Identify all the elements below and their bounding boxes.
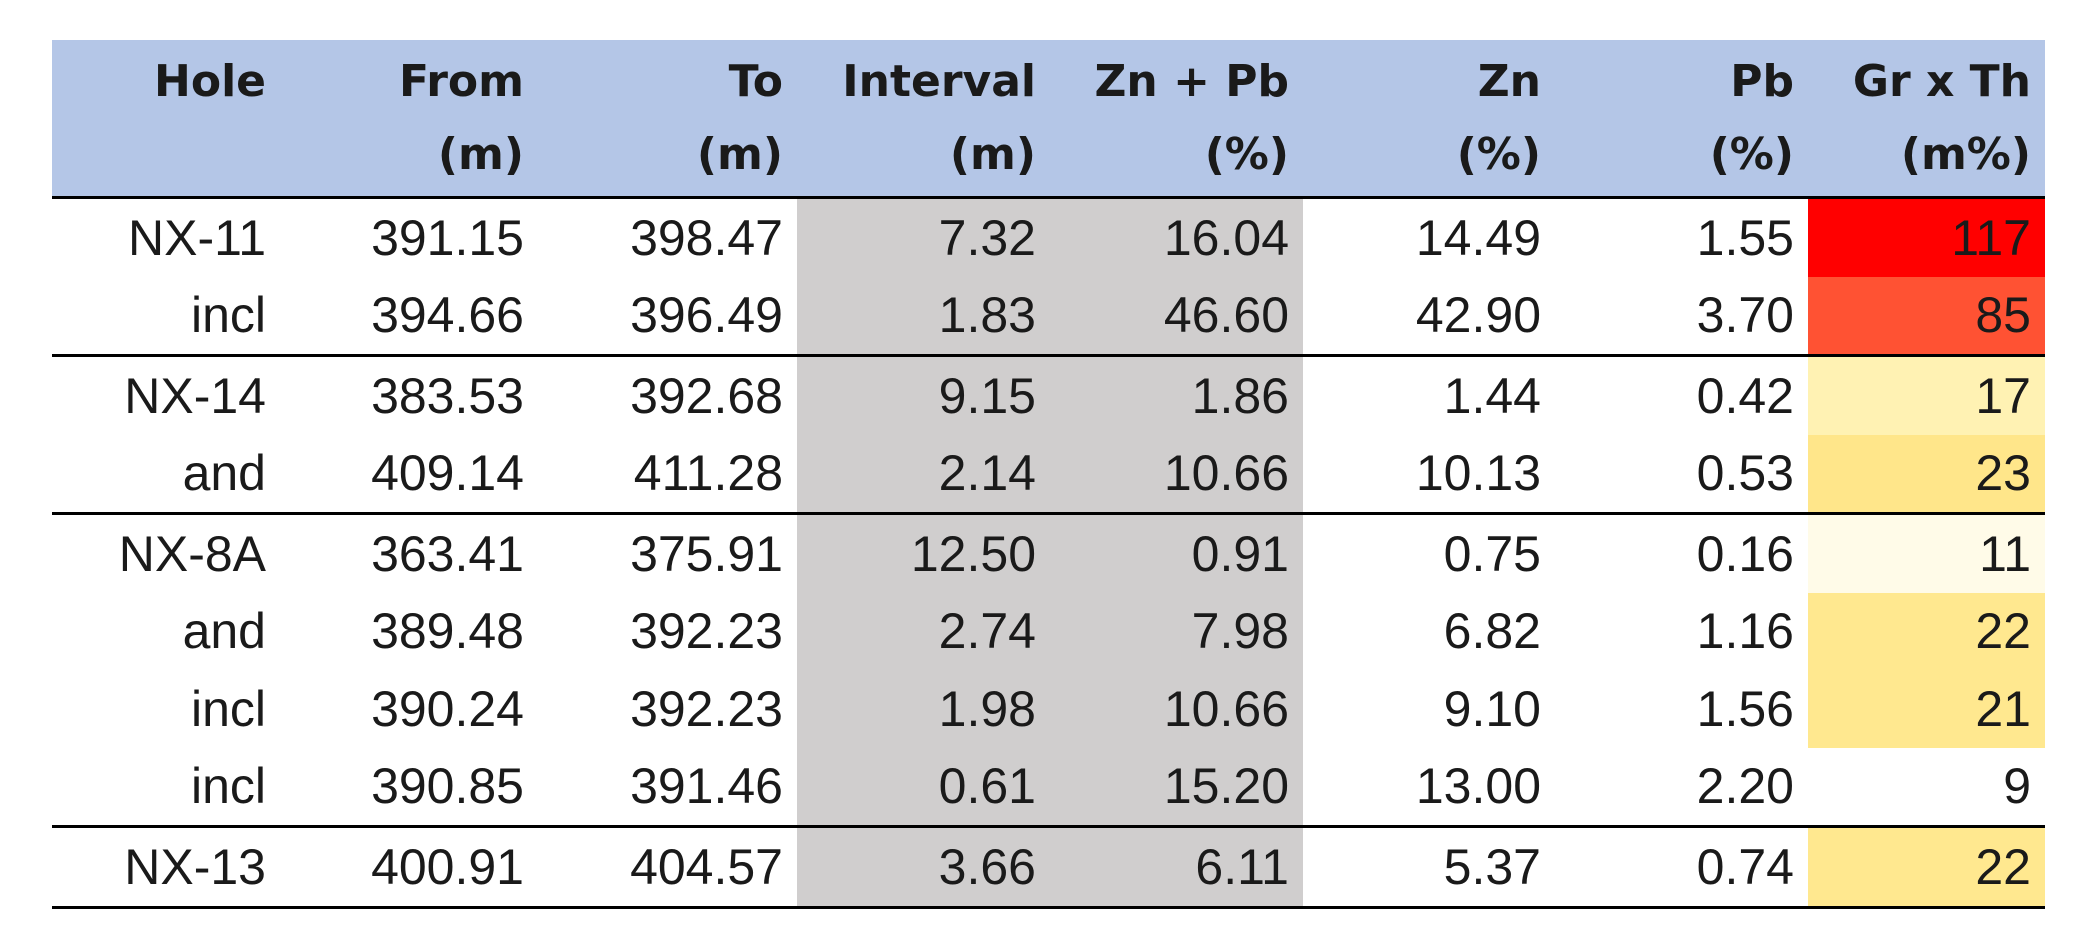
cell-interval: 1.83 — [797, 276, 1050, 354]
cell-interval: 9.15 — [797, 357, 1050, 435]
cell-from: 400.91 — [371, 838, 524, 895]
cell-hole: NX-11 — [127, 209, 266, 266]
cell-znpb: 16.04 — [1050, 199, 1303, 277]
cell-interval: 1.98 — [797, 670, 1050, 748]
cell-grade-thickness: 21 — [1808, 670, 2045, 748]
cell-zn: 14.49 — [1415, 209, 1541, 266]
cell-znpb: 1.86 — [1050, 357, 1303, 435]
cell-pb: 2.20 — [1696, 758, 1794, 815]
table-row: incl 390.85 391.46 0.61 15.20 13.00 2.20 9 — [52, 747, 2045, 825]
cell-zn: 9.10 — [1443, 680, 1541, 737]
table-row: NX-13 400.91 404.57 3.66 6.11 5.37 0.74 22 — [52, 825, 2045, 909]
table-row: NX-11 391.15 398.47 7.32 16.04 14.49 1.55 117 — [52, 196, 2045, 277]
table-row: NX-8A 363.41 375.91 12.50 0.91 0.75 0.16 11 — [52, 512, 2045, 593]
cell-zn: 0.75 — [1443, 525, 1541, 582]
cell-hole: and — [182, 445, 266, 502]
table-row: and 389.48 392.23 2.74 7.98 6.82 1.16 22 — [52, 592, 2045, 670]
cell-hole: incl — [190, 758, 266, 815]
header-zn: Zn (%) — [1456, 56, 1541, 180]
table-row: incl 394.66 396.49 1.83 46.60 42.90 3.70 85 — [52, 276, 2045, 354]
cell-zn: 42.90 — [1415, 287, 1541, 344]
header-interval: Interval (m) — [842, 56, 1036, 180]
cell-grade-thickness: 9 — [1808, 747, 2045, 825]
header-from: From (m) — [398, 56, 524, 180]
cell-to: 391.46 — [630, 758, 783, 815]
cell-znpb: 10.66 — [1050, 670, 1303, 748]
cell-zn: 13.00 — [1415, 758, 1541, 815]
cell-grade-thickness: 85 — [1808, 276, 2045, 354]
cell-znpb: 10.66 — [1050, 434, 1303, 512]
cell-pb: 0.53 — [1696, 445, 1794, 502]
cell-from: 390.24 — [371, 680, 524, 737]
cell-interval: 2.14 — [797, 434, 1050, 512]
cell-hole: NX-13 — [124, 838, 266, 895]
cell-pb: 1.16 — [1696, 603, 1794, 660]
header-hole: Hole — [154, 56, 266, 107]
table-body: NX-11 391.15 398.47 7.32 16.04 14.49 1.55 117 in… — [52, 196, 2045, 909]
cell-hole: incl — [190, 680, 266, 737]
cell-zn: 5.37 — [1443, 838, 1541, 895]
table-row: incl 390.24 392.23 1.98 10.66 9.10 1.56 21 — [52, 670, 2045, 748]
assay-results-table: Hole From (m) To (m) Interval (m) Zn + Pb (%… — [52, 40, 2045, 909]
cell-hole: NX-14 — [124, 367, 266, 424]
cell-from: 383.53 — [371, 367, 524, 424]
cell-znpb: 46.60 — [1050, 276, 1303, 354]
cell-zn: 10.13 — [1415, 445, 1541, 502]
cell-grade-thickness: 117 — [1808, 199, 2045, 277]
cell-grade-thickness: 11 — [1808, 515, 2045, 593]
cell-to: 411.28 — [633, 445, 783, 502]
cell-interval: 2.74 — [797, 592, 1050, 670]
header-grade-thickness: Gr x Th (m%) — [1852, 56, 2031, 180]
cell-hole: incl — [190, 287, 266, 344]
header-pb: Pb (%) — [1709, 56, 1794, 180]
cell-hole: NX-8A — [118, 525, 266, 582]
cell-from: 394.66 — [371, 287, 524, 344]
cell-interval: 12.50 — [797, 515, 1050, 593]
table-header: Hole From (m) To (m) Interval (m) Zn + Pb (%… — [52, 40, 2045, 196]
cell-interval: 7.32 — [797, 199, 1050, 277]
cell-pb: 1.56 — [1696, 680, 1794, 737]
header-to: To (m) — [696, 56, 783, 180]
cell-grade-thickness: 17 — [1808, 357, 2045, 435]
cell-to: 398.47 — [630, 209, 783, 266]
cell-interval: 3.66 — [797, 828, 1050, 906]
cell-grade-thickness: 22 — [1808, 592, 2045, 670]
cell-pb: 0.16 — [1696, 525, 1794, 582]
cell-znpb: 0.91 — [1050, 515, 1303, 593]
cell-znpb: 15.20 — [1050, 747, 1303, 825]
cell-pb: 1.55 — [1696, 209, 1794, 266]
cell-from: 390.85 — [371, 758, 524, 815]
cell-to: 392.23 — [630, 680, 783, 737]
cell-zn: 1.44 — [1443, 367, 1541, 424]
cell-znpb: 6.11 — [1050, 828, 1303, 906]
cell-from: 391.15 — [371, 209, 524, 266]
cell-grade-thickness: 22 — [1808, 828, 2045, 906]
header-znpb: Zn + Pb (%) — [1094, 56, 1289, 180]
cell-pb: 0.74 — [1696, 838, 1794, 895]
cell-from: 363.41 — [371, 525, 524, 582]
cell-znpb: 7.98 — [1050, 592, 1303, 670]
cell-from: 389.48 — [371, 603, 524, 660]
cell-to: 392.23 — [630, 603, 783, 660]
cell-zn: 6.82 — [1443, 603, 1541, 660]
cell-to: 392.68 — [630, 367, 783, 424]
cell-to: 404.57 — [630, 838, 783, 895]
cell-pb: 3.70 — [1696, 287, 1794, 344]
cell-pb: 0.42 — [1696, 367, 1794, 424]
cell-interval: 0.61 — [797, 747, 1050, 825]
cell-to: 375.91 — [630, 525, 783, 582]
cell-grade-thickness: 23 — [1808, 434, 2045, 512]
table-row: NX-14 383.53 392.68 9.15 1.86 1.44 0.42 17 — [52, 354, 2045, 435]
cell-from: 409.14 — [371, 445, 524, 502]
cell-hole: and — [182, 603, 266, 660]
table-row: and 409.14 411.28 2.14 10.66 10.13 0.53 23 — [52, 434, 2045, 512]
cell-to: 396.49 — [630, 287, 783, 344]
